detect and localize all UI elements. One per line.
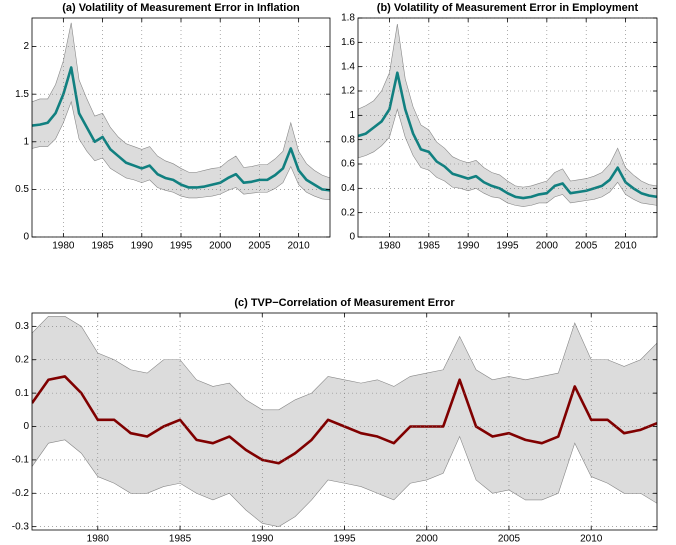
y-tick-label: 0.6 bbox=[341, 159, 355, 170]
median-line bbox=[32, 66, 330, 192]
x-tick-label: 1980 bbox=[378, 241, 401, 252]
data-layer bbox=[358, 24, 657, 207]
x-tick-label: 1995 bbox=[333, 534, 356, 545]
y-tick-label: 0.4 bbox=[341, 183, 355, 194]
y-tick-label: 0.3 bbox=[15, 321, 29, 332]
y-tick-label: 1.6 bbox=[341, 37, 355, 48]
x-tick-label: 2000 bbox=[536, 241, 559, 252]
y-tick-label: 0 bbox=[349, 232, 355, 243]
x-tick-label: 1995 bbox=[496, 241, 519, 252]
median-line bbox=[358, 71, 657, 200]
y-tick-label: 1.2 bbox=[341, 86, 355, 97]
y-tick-label: 0.8 bbox=[341, 134, 355, 145]
plot-area: -0.3 -0.2 -0.1 0 0.1 0.2 0.3 1980 1985 1990 1995 20… bbox=[12, 312, 658, 545]
y-tick-label: 0.2 bbox=[341, 207, 355, 218]
x-tick-label: 2010 bbox=[288, 241, 311, 252]
x-tick-label: 1985 bbox=[91, 241, 114, 252]
y-tick-label: 0.1 bbox=[15, 388, 29, 399]
x-tick-label: 1990 bbox=[457, 241, 480, 252]
y-tick-label: -0.3 bbox=[12, 521, 30, 532]
plot-area: 0 0.2 0.4 0.6 0.8 1 1.2 1.4 1.6 1.8 1980 1985 1990 19… bbox=[341, 13, 658, 252]
y-tick-label: 1.5 bbox=[15, 89, 29, 100]
y-tick-label: -0.1 bbox=[12, 455, 30, 466]
x-tick-label: 1980 bbox=[87, 534, 110, 545]
x-tick-label: 1990 bbox=[131, 241, 154, 252]
x-tick-label: 2005 bbox=[498, 534, 521, 545]
y-tick-label: 1.4 bbox=[341, 61, 355, 72]
plot-area: 0 0.5 1 1.5 2 1980 1985 1990 1995 2000 2005 2010 bbox=[15, 17, 331, 252]
y-tick-label: 1.8 bbox=[341, 13, 355, 24]
chart-title: (a) Volatility of Measurement Error in I… bbox=[62, 2, 300, 14]
data-layer bbox=[32, 22, 330, 201]
x-tick-label: 2010 bbox=[580, 534, 603, 545]
x-tick-label: 2010 bbox=[614, 241, 637, 252]
chart-title: (b) Volatility of Measurement Error in E… bbox=[377, 2, 639, 14]
x-tick-label: 2000 bbox=[416, 534, 439, 545]
y-tick-label: 0.5 bbox=[15, 184, 29, 195]
y-tick-label: 0.2 bbox=[15, 354, 29, 365]
confidence-band bbox=[32, 22, 330, 201]
x-tick-label: 2000 bbox=[209, 241, 232, 252]
x-tick-label: 2005 bbox=[575, 241, 598, 252]
x-tick-label: 1995 bbox=[170, 241, 193, 252]
x-tick-label: 1990 bbox=[251, 534, 274, 545]
x-tick-label: 1985 bbox=[169, 534, 192, 545]
y-tick-label: 2 bbox=[23, 41, 29, 52]
x-tick-label: 1980 bbox=[52, 241, 75, 252]
x-tick-label: 1985 bbox=[418, 241, 441, 252]
y-tick-label: 0 bbox=[23, 421, 29, 432]
x-tick-label: 2005 bbox=[248, 241, 271, 252]
y-tick-label: 1 bbox=[349, 110, 355, 121]
y-tick-label: -0.2 bbox=[12, 488, 30, 499]
chart-title: (c) TVP−Correlation of Measurement Error bbox=[234, 297, 455, 309]
y-tick-label: 1 bbox=[23, 136, 29, 147]
confidence-band bbox=[358, 24, 657, 207]
y-tick-label: 0 bbox=[23, 232, 29, 243]
